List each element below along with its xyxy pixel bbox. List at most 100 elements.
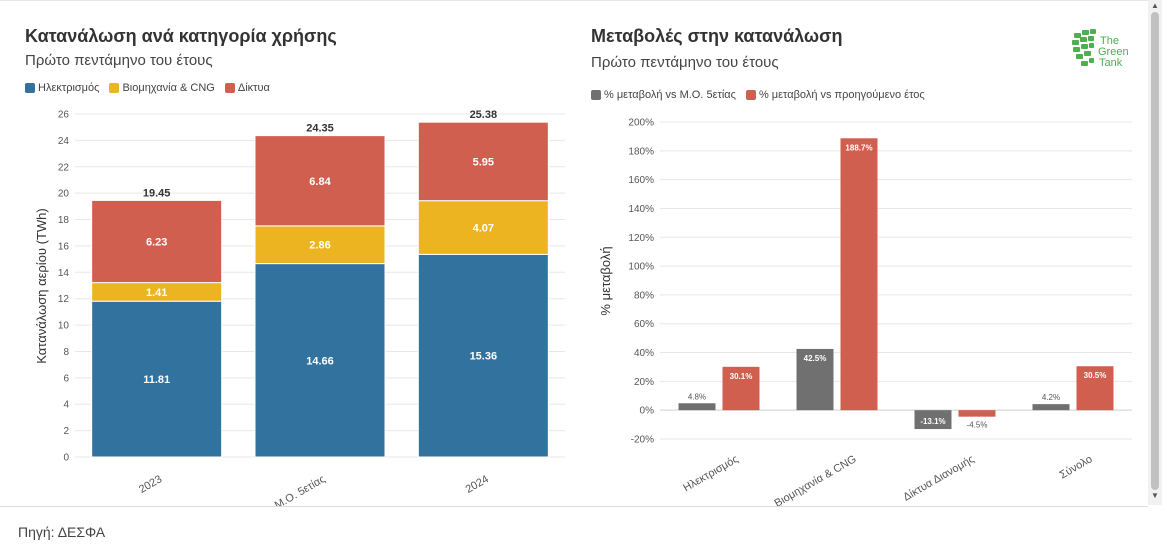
change-bar — [840, 138, 878, 411]
scroll-down-icon[interactable]: ▼ — [1151, 491, 1159, 500]
y-tick-label: 14 — [58, 268, 70, 279]
y-axis-label: % μεταβολή — [598, 246, 613, 315]
y-tick-label: 100% — [628, 262, 654, 273]
legend-label: Ηλεκτρισμός — [38, 82, 100, 94]
legend-item-electricity[interactable]: Ηλεκτρισμός — [25, 82, 99, 94]
y-tick-label: 200% — [628, 118, 654, 129]
right-chart-title: Μεταβολές στην κατανάλωση — [591, 26, 843, 46]
green-tank-logo: The Green Tank — [1070, 27, 1140, 77]
legend-swatch — [745, 90, 756, 100]
y-tick-label: 0% — [640, 406, 655, 417]
dashboard: Κατανάλωση ανά κατηγορία χρήσης Πρώτο πε… — [0, 0, 1148, 507]
x-tick-label: 2023 — [137, 473, 164, 496]
y-tick-label: 40% — [634, 348, 654, 359]
y-tick-label: 80% — [634, 290, 654, 301]
segment-value-label: 5.95 — [473, 156, 494, 168]
x-tick-label: Δίκτυα Διανομής — [901, 453, 976, 503]
legend-swatch — [591, 90, 601, 100]
logo-text: Green — [1098, 46, 1129, 58]
segment-value-label: 11.81 — [143, 374, 170, 386]
y-tick-label: 8 — [63, 347, 69, 358]
bar-value-label: -13.1% — [920, 417, 945, 426]
x-tick-label: 2024 — [464, 473, 491, 496]
source-note: Πηγή: ΔΕΣΦΑ — [18, 524, 106, 540]
change-bar — [958, 410, 996, 417]
vertical-scrollbar[interactable]: ▲ ▼ — [1148, 0, 1162, 505]
legend-item-networks[interactable]: Δίκτυα — [224, 82, 270, 94]
legend-swatch — [109, 83, 120, 93]
y-tick-label: 12 — [58, 294, 70, 305]
change-bar — [914, 410, 952, 430]
total-value-label: 19.45 — [143, 187, 171, 199]
y-axis-label: Κατανάλωση αερίου (TWh) — [34, 208, 49, 363]
legend-swatch — [224, 83, 235, 93]
segment-value-label: 2.86 — [309, 240, 330, 252]
segment-value-label: 1.41 — [146, 287, 167, 299]
left-chart-subtitle: Πρώτο πεντάμηνο του έτους — [25, 52, 213, 69]
bar-value-label: 30.5% — [1084, 371, 1107, 380]
y-tick-label: 22 — [58, 162, 70, 173]
x-tick-label: Σύνολο — [1058, 453, 1095, 481]
segment-value-label: 14.66 — [306, 355, 334, 367]
y-tick-label: 20% — [634, 377, 654, 388]
y-tick-label: 180% — [628, 146, 654, 157]
legend-label: % μεταβολή vs προηγούμενο έτος — [758, 89, 925, 101]
legend-item-vs-prev-year[interactable]: % μεταβολή vs προηγούμενο έτος — [745, 89, 925, 101]
y-tick-label: 4 — [63, 400, 69, 411]
bar-value-label: 42.5% — [804, 354, 827, 363]
y-tick-label: 16 — [58, 241, 70, 252]
left-chart-legend: Ηλεκτρισμός Βιομηχανία & CNG Δίκτυα — [25, 82, 270, 94]
legend-label: Βιομηχανία & CNG — [122, 82, 215, 94]
logo-text: Tank — [1099, 57, 1123, 69]
leaf-icon: The Green Tank — [1072, 29, 1129, 69]
legend-item-vs-5yr[interactable]: % μεταβολή vs M.O. 5ετίας — [591, 89, 736, 101]
y-tick-label: 18 — [58, 215, 70, 226]
y-tick-label: 0 — [63, 453, 69, 464]
logo-text: The — [1100, 35, 1119, 47]
change-bar — [1076, 366, 1114, 411]
y-tick-label: 160% — [628, 175, 654, 186]
y-tick-label: 2 — [63, 426, 69, 437]
bar-value-label: 188.7% — [845, 143, 872, 152]
stacked-bar-segment — [91, 199, 223, 284]
y-tick-label: 120% — [628, 233, 654, 244]
stacked-bar-segment — [417, 121, 549, 202]
segment-value-label: 6.84 — [309, 176, 331, 188]
scroll-up-icon[interactable]: ▲ — [1151, 1, 1159, 10]
x-tick-label: Ηλεκτρισμός — [681, 453, 740, 494]
change-bar — [796, 348, 834, 411]
left-chart-title: Κατανάλωση ανά κατηγορία χρήσης — [25, 26, 337, 46]
bar-value-label: 4.2% — [1042, 393, 1060, 402]
scroll-thumb[interactable] — [1151, 12, 1159, 490]
legend-item-industry[interactable]: Βιομηχανία & CNG — [109, 82, 215, 94]
y-tick-label: 20 — [58, 189, 70, 200]
change-bar — [678, 403, 716, 411]
y-tick-label: 140% — [628, 204, 654, 215]
bar-value-label: 4.8% — [688, 392, 706, 401]
segment-value-label: 15.36 — [470, 351, 498, 363]
bar-value-label: 30.1% — [730, 372, 753, 381]
segment-value-label: 6.23 — [146, 237, 167, 249]
change-bar — [1032, 404, 1070, 411]
x-tick-label: Βιομηχανία & CNG — [772, 453, 858, 506]
right-chart-subtitle: Πρώτο πεντάμηνο του έτους — [591, 54, 779, 71]
bar-value-label: -4.5% — [967, 421, 988, 430]
legend-label: Δίκτυα — [237, 82, 270, 94]
stacked-bar-segment — [254, 135, 386, 227]
y-tick-label: -20% — [631, 435, 654, 446]
stacked-bar-segment — [254, 225, 386, 265]
y-tick-label: 6 — [63, 373, 69, 384]
total-value-label: 25.38 — [470, 109, 498, 121]
legend-label: % μεταβολή vs M.O. 5ετίας — [604, 89, 736, 101]
stacked-bar-segment — [417, 253, 549, 458]
y-tick-label: 24 — [58, 136, 70, 147]
right-chart-legend: % μεταβολή vs M.O. 5ετίας % μεταβολή vs … — [591, 89, 925, 101]
legend-swatch — [25, 83, 35, 93]
stacked-bar-segment — [91, 300, 223, 458]
y-tick-label: 60% — [634, 319, 654, 330]
segment-value-label: 4.07 — [473, 223, 494, 235]
y-tick-label: 26 — [58, 110, 70, 121]
y-tick-label: 10 — [58, 321, 70, 332]
x-tick-label: M.O. 5ετίας — [273, 473, 328, 506]
